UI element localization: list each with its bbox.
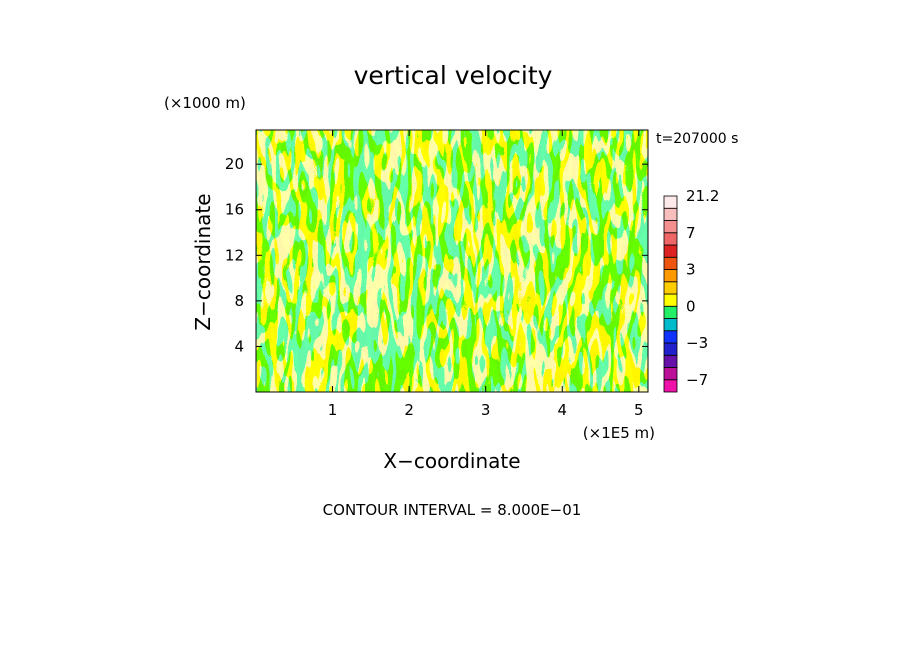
y-tick-label: 16 (225, 201, 244, 219)
colorbar-level (663, 379, 678, 393)
colorbar-level (663, 281, 678, 295)
colorbar-level (663, 367, 678, 381)
colorbar-level (663, 318, 678, 332)
y-tick-label: 8 (234, 292, 244, 310)
y-axis-label: Z−coordinate (191, 193, 215, 330)
x-tick-label: 4 (557, 401, 567, 419)
colorbar-tick-label: 7 (686, 224, 696, 242)
colorbar-level (663, 330, 678, 344)
colorbar-level (663, 207, 678, 221)
y-tick-label: 12 (225, 246, 244, 264)
colorbar-level (663, 232, 678, 246)
colorbar-tick-label: 0 (686, 297, 696, 315)
x-axis-label: X−coordinate (383, 449, 520, 473)
colorbar-level (663, 195, 678, 209)
x-tick-label: 1 (328, 401, 338, 419)
x-tick-label: 3 (481, 401, 491, 419)
colorbar-labels: 21.2 7 3 0 −3 −7 (686, 187, 719, 389)
x-axis: 1 2 3 4 5 (328, 130, 644, 419)
colorbar-tick-label: 3 (686, 261, 696, 279)
field-texture (256, 130, 648, 392)
contour-interval-label: CONTOUR INTERVAL = 8.000E−01 (323, 501, 582, 519)
x-tick-label: 2 (404, 401, 414, 419)
y-unit-label: (×1000 m) (164, 94, 246, 112)
colorbar-tick-label: −3 (686, 334, 708, 352)
colorbar-level (663, 220, 678, 234)
plot-frame (255, 129, 649, 393)
colorbar-level (663, 305, 678, 319)
colorbar-level (663, 342, 678, 356)
time-label: t=207000 s (656, 131, 738, 147)
colorbar-level (663, 293, 678, 307)
velocity-field (256, 130, 648, 392)
y-tick-label: 20 (225, 155, 244, 173)
x-unit-label: (×1E5 m) (583, 424, 655, 442)
colorbar-level (663, 354, 678, 368)
y-tick-label: 4 (234, 337, 244, 355)
colorbar-tick-label: −7 (686, 371, 708, 389)
y-axis: 4 8 12 16 20 (225, 155, 648, 355)
colorbar-level (663, 244, 678, 258)
plot-area (255, 129, 649, 393)
colorbar-level (663, 269, 678, 283)
colorbar-level (663, 256, 678, 270)
colorbar-tick-label: 21.2 (686, 187, 719, 205)
colorbar (663, 195, 678, 393)
chart-title: vertical velocity (354, 61, 553, 90)
x-tick-label: 5 (634, 401, 644, 419)
